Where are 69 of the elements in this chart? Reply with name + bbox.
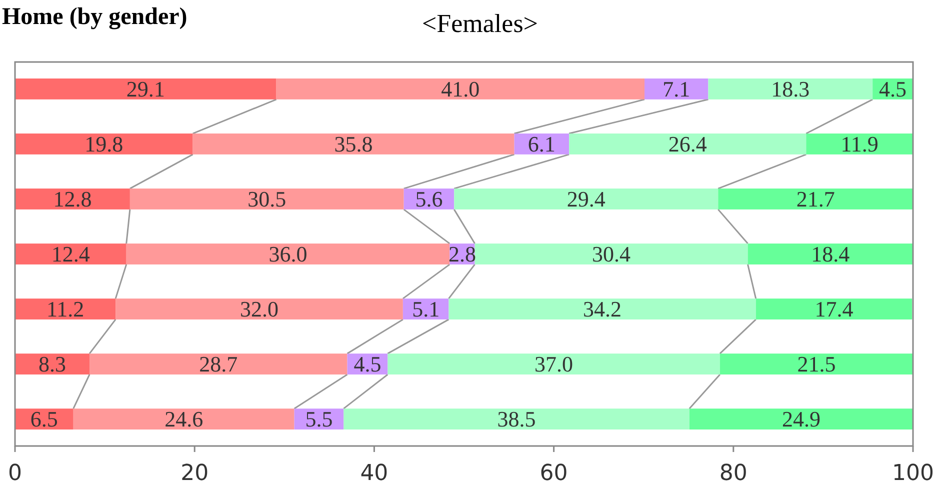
data-label: 28.7 (199, 352, 238, 377)
bar (454, 188, 718, 210)
bar (720, 354, 913, 374)
data-label: 12.4 (51, 242, 90, 267)
x-tick-label: 40 (360, 461, 388, 486)
bar (116, 298, 403, 320)
data-label: 18.3 (771, 76, 810, 102)
data-label: 36.0 (268, 242, 308, 267)
data-label: 2.8 (448, 242, 476, 267)
data-label: 6.1 (528, 132, 556, 157)
bar (689, 408, 913, 430)
x-tick-label: 60 (540, 461, 568, 486)
bar (15, 188, 130, 210)
bar (192, 134, 514, 154)
chart-subtitle: <Females> (422, 9, 538, 38)
data-label: 29.4 (566, 186, 606, 212)
data-label: 24.6 (164, 406, 204, 432)
x-tick-label: 100 (892, 461, 934, 486)
data-label: 8.3 (38, 352, 66, 377)
data-label: 17.4 (814, 296, 854, 322)
bar (474, 244, 748, 264)
data-label: 30.5 (248, 186, 286, 212)
bar (15, 134, 193, 154)
data-label: 34.2 (583, 296, 622, 322)
bar (748, 244, 913, 264)
bar (15, 78, 276, 100)
data-label: 4.5 (354, 352, 382, 377)
data-label: 5.1 (412, 296, 440, 322)
bar (126, 244, 450, 264)
bar (708, 78, 873, 100)
x-tick-label: 80 (719, 461, 748, 486)
data-label: 5.6 (415, 186, 443, 212)
bar (388, 354, 720, 374)
data-label: 29.1 (126, 76, 165, 102)
data-label: 24.9 (782, 406, 820, 432)
data-label: 12.8 (53, 186, 92, 212)
data-label: 21.7 (796, 186, 835, 212)
data-label: 6.5 (30, 406, 58, 432)
x-tick-label: 0 (8, 461, 22, 486)
bar (90, 354, 348, 374)
data-label: 7.1 (662, 76, 690, 102)
bar (15, 244, 126, 264)
data-label: 19.8 (84, 132, 124, 157)
data-label: 38.5 (497, 406, 536, 432)
bar (718, 188, 913, 210)
data-label: 41.0 (441, 76, 480, 102)
bar (73, 408, 294, 430)
bar (756, 298, 912, 320)
bar (15, 298, 116, 320)
data-label: 35.8 (334, 132, 373, 157)
data-label: 11.9 (840, 132, 878, 157)
bar (644, 78, 708, 100)
bar (569, 134, 806, 154)
data-label: 37.0 (534, 352, 574, 377)
data-label: 18.4 (811, 242, 850, 267)
data-label: 4.5 (879, 76, 907, 102)
data-label: 5.5 (305, 406, 333, 432)
bar (806, 134, 913, 154)
chart-title: Home (by gender) (2, 4, 188, 30)
bar (276, 78, 644, 100)
data-label: 21.5 (797, 352, 836, 377)
bar (344, 408, 690, 430)
bar (448, 298, 756, 320)
data-label: 11.2 (46, 296, 84, 322)
data-label: 30.4 (592, 242, 631, 267)
data-label: 32.0 (240, 296, 279, 322)
x-tick-label: 20 (180, 461, 209, 486)
data-label: 26.4 (668, 132, 707, 157)
bar (130, 188, 404, 210)
